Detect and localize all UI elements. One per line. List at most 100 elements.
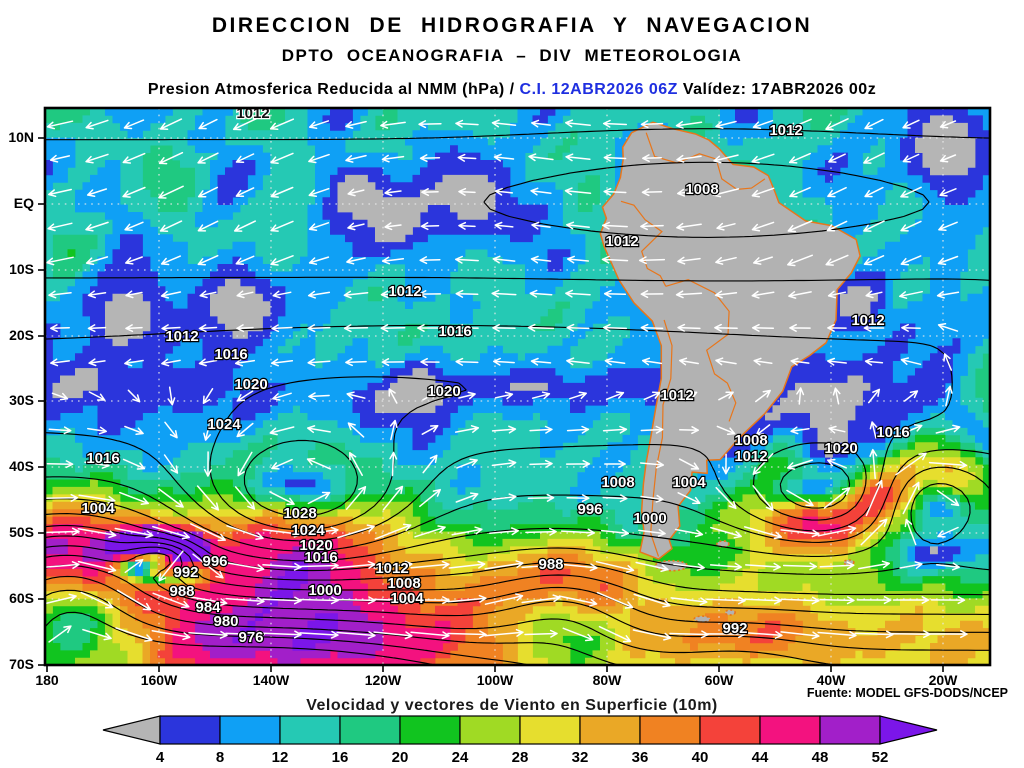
pressure-label: 1016 <box>86 450 119 467</box>
pressure-labels: 1012101210081012101210121016101210161020… <box>80 104 911 647</box>
colorbar-tick-label: 28 <box>512 749 529 766</box>
lon-tick-label: 80W <box>593 672 623 688</box>
colorbar-tick-label: 40 <box>692 749 709 766</box>
pressure-label: 1008 <box>387 575 420 592</box>
colorbar-tick-label: 16 <box>332 749 349 766</box>
data-source: Fuente: MODEL GFS-DODS/NCEP <box>806 686 1008 700</box>
colorbar-segment <box>339 715 401 745</box>
pressure-contours <box>44 128 991 666</box>
pressure-label: 1012 <box>605 233 638 250</box>
colorbar-tick-label: 44 <box>752 749 769 766</box>
colorbar-segment <box>579 715 641 745</box>
colorbar-segment <box>159 715 221 745</box>
colorbar-segment <box>639 715 701 745</box>
pressure-label: 992 <box>173 564 198 581</box>
colorbar-segment <box>519 715 581 745</box>
lon-tick-label: 120W <box>365 672 402 688</box>
colorbar-tick-label: 4 <box>156 749 165 766</box>
colorbar-tick-label: 32 <box>572 749 589 766</box>
lat-tick-label: EQ <box>14 195 34 211</box>
header-valid-datetime: Valídez: 17ABR2026 00z <box>677 81 877 98</box>
isobar-1024 <box>243 439 851 517</box>
pressure-label: 1016 <box>438 323 471 340</box>
isobar-1012 <box>44 128 991 552</box>
lat-tick-label: 10N <box>8 129 34 145</box>
colorbar-tick-label: 36 <box>632 749 649 766</box>
colorbar-tick-label: 12 <box>272 749 289 766</box>
pressure-label: 1004 <box>390 590 424 607</box>
pressure-label: 1016 <box>876 424 909 441</box>
colorbar-segment <box>399 715 461 745</box>
colorbar-segment <box>819 715 881 745</box>
pressure-label: 1020 <box>427 383 460 400</box>
lat-tick-label: 20S <box>9 327 34 343</box>
isobar-1020 <box>209 376 867 531</box>
pressure-label: 1024 <box>207 416 241 433</box>
lat-tick-label: 40S <box>9 458 34 474</box>
pressure-label: 1008 <box>685 181 718 198</box>
isobar-1008 <box>44 161 991 562</box>
colorbar-title: Velocidad y vectores de Viento en Superf… <box>306 697 718 714</box>
island <box>716 540 730 548</box>
pressure-label: 988 <box>169 583 194 600</box>
lat-tick-label: 30S <box>9 392 34 408</box>
pressure-label: 1008 <box>601 474 634 491</box>
colorbar-segment <box>219 715 281 745</box>
pressure-label: 1008 <box>734 432 767 449</box>
isobar-976 <box>44 589 530 666</box>
pressure-label: 1004 <box>672 474 706 491</box>
lon-tick-label: 100W <box>477 672 514 688</box>
page-subtitle: DPTO OCEANOGRAFIA – DIV METEOROLOGIA <box>281 46 743 65</box>
pressure-label: 996 <box>577 501 602 518</box>
header-init-datetime: C.I. 12ABR2026 06Z <box>519 81 678 98</box>
lat-tick-label: 10S <box>9 261 34 277</box>
pressure-label: 1016 <box>304 549 337 566</box>
pressure-label: 1012 <box>734 448 767 465</box>
lat-tick-label: 50S <box>9 524 34 540</box>
lon-tick-label: 20W <box>929 672 959 688</box>
colorbar-segment <box>699 715 761 745</box>
pressure-label: 1012 <box>165 328 198 345</box>
colorbar-tick-label: 48 <box>812 749 829 766</box>
speed-band <box>45 108 991 562</box>
lon-tick-label: 140W <box>253 672 290 688</box>
speed-band <box>45 108 991 577</box>
page-title: DIRECCION DE HIDROGRAFIA Y NAVEGACION <box>211 14 813 37</box>
pressure-label: 992 <box>722 620 747 637</box>
map-border <box>43 106 992 667</box>
colorbar-tick-label: 24 <box>452 749 469 766</box>
pressure-label: 1004 <box>81 500 115 517</box>
speed-band <box>45 442 991 666</box>
header-left: Presion Atmosferica Reducida al NMM (hPa… <box>147 81 520 98</box>
speed-band <box>52 115 976 555</box>
lat-tick-label: 70S <box>9 656 34 672</box>
pressure-label: 1012 <box>388 283 421 300</box>
speed-band <box>45 524 383 666</box>
isobar-992 <box>44 545 991 633</box>
chart-header: Presion Atmosferica Reducida al NMM (hPa… <box>0 81 1024 99</box>
lat-tick-label: 60S <box>9 590 34 606</box>
island <box>724 609 737 616</box>
lon-tick-label: 60W <box>705 672 735 688</box>
pressure-label: 976 <box>238 629 263 646</box>
pressure-label: 1000 <box>308 582 341 599</box>
colorbar-tick-label: 20 <box>392 749 409 766</box>
isobar-988 <box>44 552 990 651</box>
map-frame <box>43 106 992 667</box>
pressure-label: 1012 <box>769 122 802 139</box>
lon-tick-label: 160W <box>141 672 178 688</box>
pressure-label: 988 <box>538 556 563 573</box>
pressure-label: 1012 <box>375 560 408 577</box>
isobar-972 <box>44 611 436 666</box>
wind-arrows <box>40 117 968 643</box>
pressure-label: 1028 <box>283 505 316 522</box>
colorbar: 4 8 12 16 20 24 28 32 36 40 44 48 52 <box>102 715 938 766</box>
pressure-label: 1024 <box>291 522 325 539</box>
pressure-label: 1016 <box>214 346 247 363</box>
colorbar-under-arrow <box>102 715 161 745</box>
colorbar-segment <box>279 715 341 745</box>
colorbar-tick-label: 52 <box>872 749 889 766</box>
lon-tick-label: 180 <box>35 672 59 688</box>
